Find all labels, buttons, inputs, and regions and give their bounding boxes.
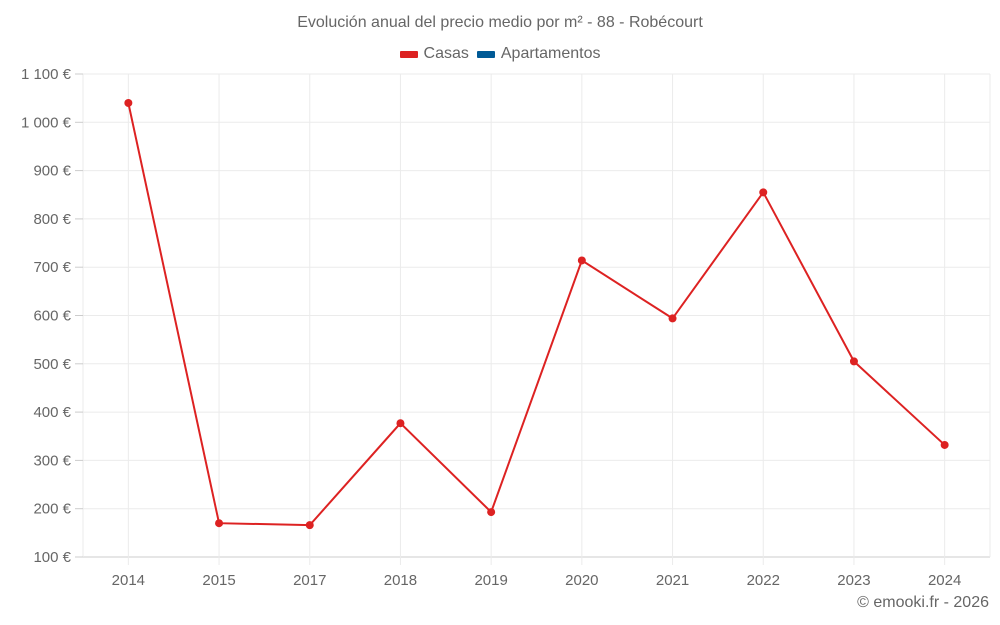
data-point[interactable] [759,188,768,197]
y-tick-label: 400 € [33,404,71,421]
y-tick-label: 300 € [33,452,71,469]
legend-label-casas: Casas [423,45,469,62]
series-casas [124,98,949,530]
chart-legend: Casas Apartamentos [0,45,1000,63]
y-tick-label: 700 € [33,259,71,276]
y-tick-label: 800 € [33,211,71,228]
chart-grid [82,73,991,565]
x-axis: 2014 2015 2017 2018 2019 2020 2021 2022 2023 2024 [112,572,962,589]
data-point[interactable] [849,357,858,366]
legend-item-casas[interactable]: Casas [399,45,469,63]
x-tick-label: 2018 [384,572,417,589]
y-tick-label: 600 € [33,308,71,325]
y-tick-label: 500 € [33,356,71,373]
legend-swatch-apartamentos [476,50,495,58]
data-point[interactable] [668,314,677,323]
data-point[interactable] [215,519,224,528]
y-tick-label: 900 € [33,163,71,180]
x-tick-label: 2021 [656,572,689,589]
x-tick-label: 2017 [293,572,326,589]
legend-item-apartamentos[interactable]: Apartamentos [476,45,601,63]
y-tick-label: 200 € [33,501,71,518]
legend-label-apartamentos: Apartamentos [500,45,601,62]
y-tick-label: 100 € [33,549,71,566]
legend-swatch-casas [399,50,418,58]
y-tick-label: 1 100 € [21,66,72,83]
x-tick-label: 2023 [837,572,870,589]
x-tick-label: 2020 [565,572,598,589]
y-axis: 100 € 200 € 300 € 400 € 500 € 600 € 700 € 800 €… [21,66,83,566]
copyright-credit: © emooki.fr - 2026 [857,594,989,611]
y-tick-label: 1 000 € [21,114,72,131]
data-point[interactable] [396,419,405,428]
data-point[interactable] [487,508,496,517]
data-point[interactable] [577,256,586,265]
x-tick-label: 2024 [928,572,961,589]
x-tick-label: 2015 [202,572,235,589]
x-tick-label: 2014 [112,572,145,589]
data-point[interactable] [305,521,314,530]
x-tick-label: 2022 [747,572,780,589]
data-point[interactable] [940,440,949,449]
chart-title: Evolución anual del precio medio por m² … [297,14,703,31]
x-tick-label: 2019 [474,572,507,589]
data-point[interactable] [124,98,133,107]
